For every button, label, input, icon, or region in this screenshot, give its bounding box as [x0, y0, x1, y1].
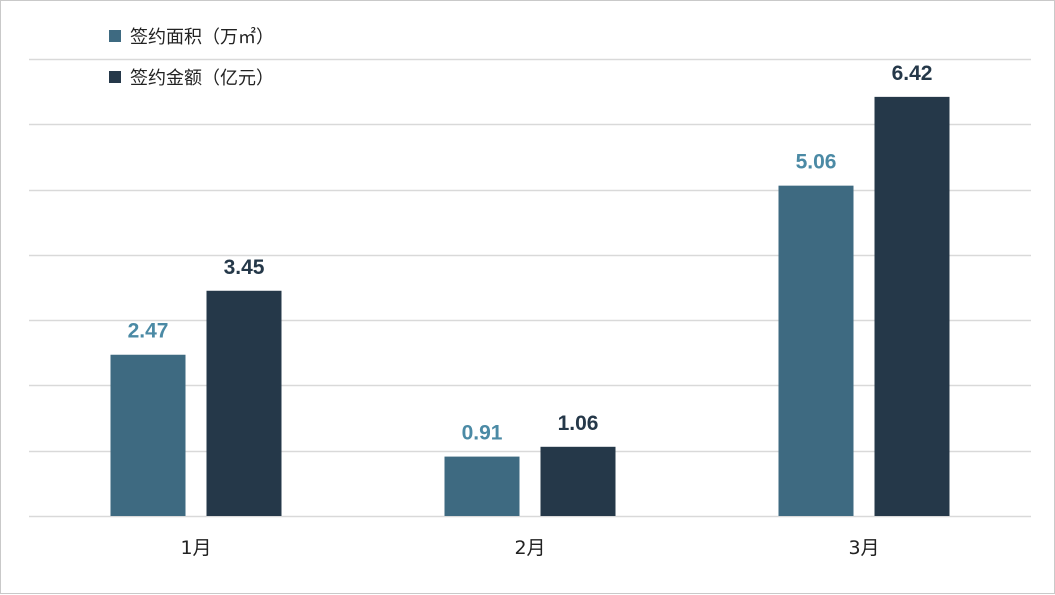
bar-series-2 [206, 290, 282, 516]
data-label-series-2: 6.42 [892, 62, 933, 85]
bar-series-1 [778, 185, 854, 516]
data-label-series-1: 2.47 [128, 320, 169, 343]
legend-swatch-series-1 [109, 30, 121, 42]
bar-series-2 [540, 446, 616, 516]
legend-swatch-series-2 [109, 71, 121, 83]
bar-series-1 [444, 456, 520, 516]
bar-series-1 [110, 354, 186, 516]
gridlines [29, 58, 1031, 518]
x-axis: 1月 2月 3月 [180, 537, 879, 559]
legend-label-series-1: 签约面积（万㎡） [130, 26, 274, 48]
data-label-series-2: 1.06 [558, 412, 599, 435]
bar-series-2 [874, 96, 950, 516]
data-label-series-1: 5.06 [796, 151, 837, 174]
legend-label-series-2: 签约金额（亿元） [130, 68, 274, 89]
data-label-series-2: 3.45 [224, 256, 265, 279]
x-tick-label: 3月 [848, 537, 879, 559]
data-label-series-1: 0.91 [462, 422, 503, 445]
data-labels: 2.47 3.45 0.91 1.06 5.06 6.42 [128, 62, 933, 445]
x-tick-label: 1月 [180, 537, 211, 559]
bars [110, 96, 950, 516]
legend: 签约面积（万㎡） 签约金额（亿元） [109, 26, 274, 89]
x-tick-label: 2月 [514, 537, 545, 559]
